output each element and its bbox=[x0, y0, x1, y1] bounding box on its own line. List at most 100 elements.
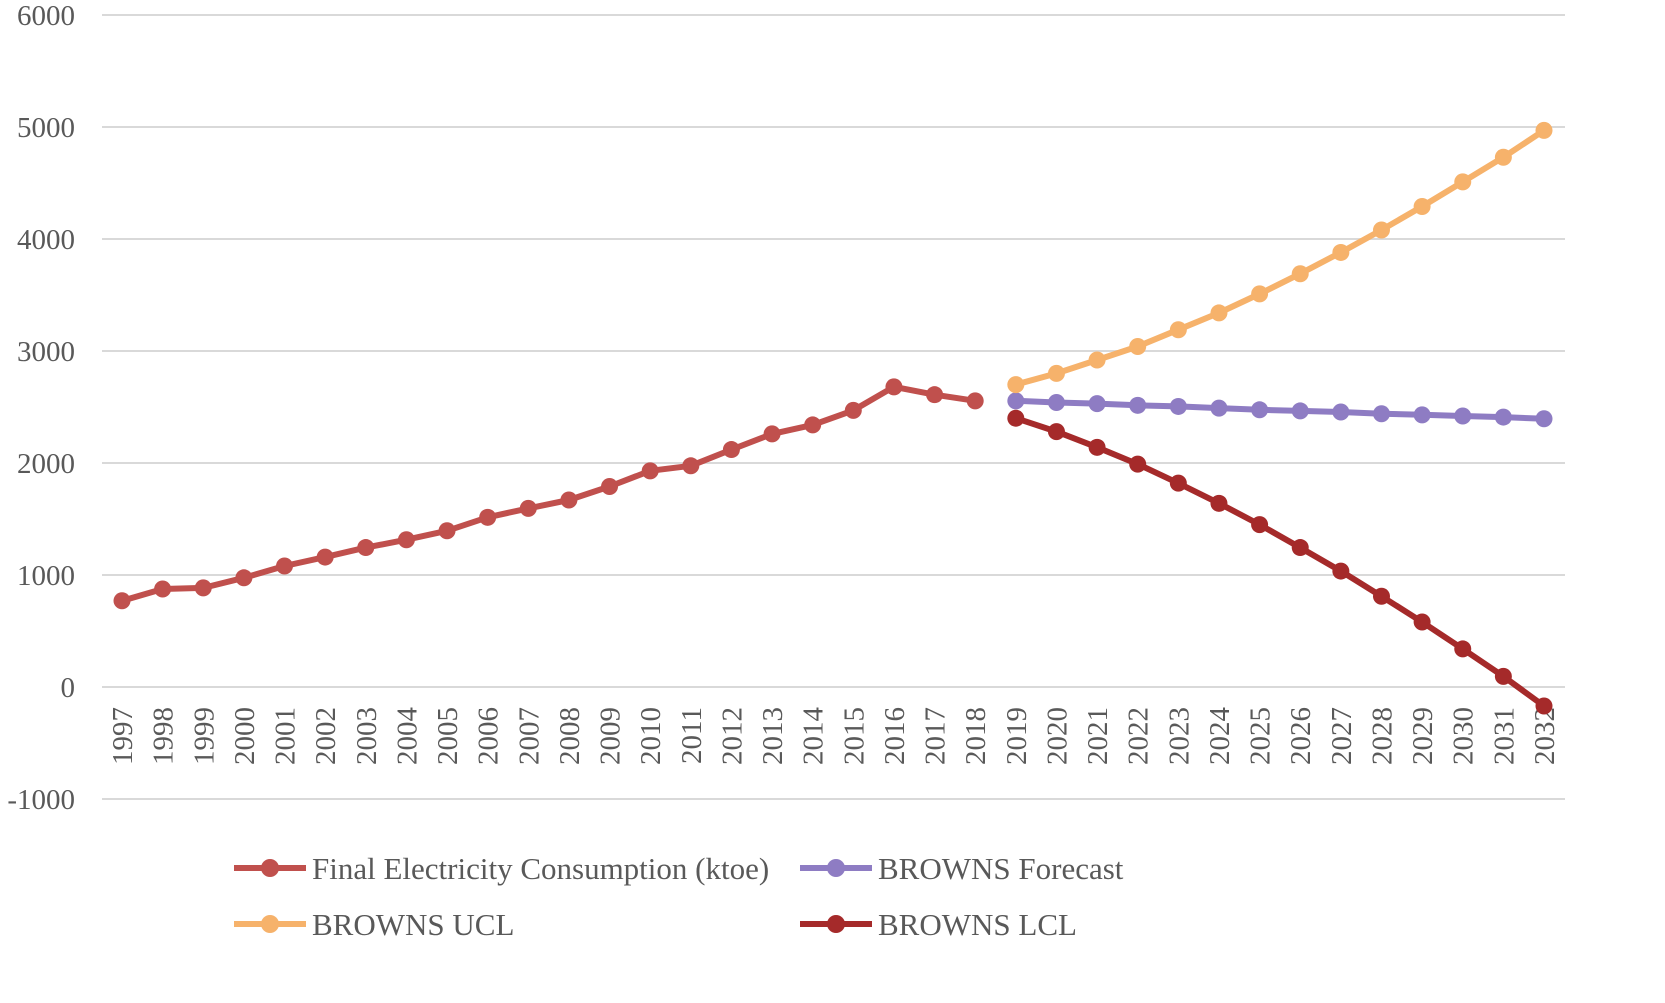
y-tick-label: 4000 bbox=[17, 224, 75, 256]
data-point bbox=[1129, 396, 1147, 414]
data-point bbox=[722, 441, 740, 459]
legend-item: BROWNS LCL bbox=[800, 907, 1077, 942]
series-3 bbox=[1007, 409, 1553, 715]
x-tick-label: 2000 bbox=[229, 707, 261, 765]
data-point bbox=[1372, 405, 1390, 423]
data-point bbox=[804, 416, 822, 434]
x-tick-label: 2003 bbox=[351, 707, 383, 765]
data-point bbox=[1291, 539, 1309, 557]
data-point bbox=[1088, 351, 1106, 369]
legend-label: BROWNS LCL bbox=[878, 907, 1077, 942]
data-point bbox=[1210, 304, 1228, 322]
x-tick-label: 1997 bbox=[107, 707, 139, 765]
data-point bbox=[1129, 455, 1147, 473]
data-point bbox=[154, 580, 172, 598]
x-tick-label: 2022 bbox=[1123, 707, 1155, 765]
data-point bbox=[763, 425, 781, 443]
x-tick-label: 2030 bbox=[1448, 707, 1480, 765]
series-lines bbox=[113, 121, 1553, 715]
data-point bbox=[1210, 399, 1228, 417]
x-tick-label: 2004 bbox=[391, 707, 423, 766]
x-tick-label: 2018 bbox=[960, 707, 992, 765]
data-point bbox=[1291, 265, 1309, 283]
x-tick-label: 2024 bbox=[1204, 707, 1236, 766]
y-tick-label: 2000 bbox=[17, 448, 75, 480]
data-point bbox=[1535, 410, 1553, 428]
data-point bbox=[1210, 494, 1228, 512]
data-point bbox=[113, 592, 131, 610]
data-point bbox=[641, 462, 659, 480]
data-point bbox=[1372, 221, 1390, 239]
x-tick-label: 2025 bbox=[1245, 707, 1277, 765]
data-point bbox=[1494, 408, 1512, 426]
data-point bbox=[1494, 148, 1512, 166]
x-tick-label: 2019 bbox=[1001, 707, 1033, 765]
data-point bbox=[438, 522, 456, 540]
x-tick-label: 2006 bbox=[473, 707, 505, 765]
data-point bbox=[844, 401, 862, 419]
data-point bbox=[1169, 321, 1187, 339]
data-point bbox=[479, 508, 497, 526]
data-point bbox=[1251, 516, 1269, 534]
data-point bbox=[1088, 438, 1106, 456]
legend-label: Final Electricity Consumption (ktoe) bbox=[312, 851, 769, 886]
y-tick-label: 3000 bbox=[17, 336, 75, 368]
series-line bbox=[1014, 415, 1546, 709]
legend-label: BROWNS Forecast bbox=[878, 851, 1124, 886]
data-point bbox=[1332, 403, 1350, 421]
series-2 bbox=[1007, 121, 1553, 394]
data-point bbox=[1291, 402, 1309, 420]
legend-marker bbox=[261, 915, 279, 933]
x-tick-label: 2032 bbox=[1529, 707, 1561, 765]
data-point bbox=[1169, 474, 1187, 492]
x-tick-label: 2005 bbox=[432, 707, 464, 765]
data-point bbox=[1535, 697, 1553, 715]
legend-label: BROWNS UCL bbox=[312, 907, 514, 942]
x-tick-label: 2015 bbox=[838, 707, 870, 765]
x-tick-label: 2016 bbox=[879, 707, 911, 765]
data-point bbox=[1454, 640, 1472, 658]
x-tick-label: 2001 bbox=[270, 707, 302, 765]
data-point bbox=[1088, 395, 1106, 413]
y-axis-tick-labels: -1000 0 1000 2000 3000 4000 5000 6000 bbox=[7, 0, 75, 816]
data-point bbox=[1535, 121, 1553, 139]
data-point bbox=[1251, 401, 1269, 419]
x-tick-label: 2020 bbox=[1041, 707, 1073, 765]
x-tick-label: 2008 bbox=[554, 707, 586, 765]
legend-item: BROWNS UCL bbox=[234, 907, 514, 942]
x-tick-label: 2007 bbox=[513, 707, 545, 765]
gridlines bbox=[102, 14, 1565, 800]
data-point bbox=[1332, 562, 1350, 580]
data-point bbox=[1494, 667, 1512, 685]
data-point bbox=[1007, 392, 1025, 410]
legend-marker bbox=[261, 859, 279, 877]
x-tick-label: 2026 bbox=[1285, 707, 1317, 765]
data-point bbox=[1413, 198, 1431, 216]
x-tick-label: 2012 bbox=[716, 707, 748, 765]
x-tick-label: 2028 bbox=[1366, 707, 1398, 765]
x-tick-label: 2021 bbox=[1082, 707, 1114, 765]
data-point bbox=[1007, 409, 1025, 427]
data-point bbox=[1007, 376, 1025, 394]
legend-marker bbox=[827, 859, 845, 877]
data-point bbox=[1047, 394, 1065, 412]
y-tick-label: 0 bbox=[61, 672, 76, 704]
data-point bbox=[1251, 285, 1269, 303]
data-point bbox=[1047, 423, 1065, 441]
data-point bbox=[1372, 587, 1390, 605]
x-axis-tick-labels: 1997 1998 1999 2000 2001 2002 2003 2004 2005 2006… bbox=[107, 707, 1561, 766]
y-tick-label: 6000 bbox=[17, 0, 75, 32]
data-point bbox=[1047, 364, 1065, 382]
data-point bbox=[1454, 173, 1472, 191]
x-tick-label: 2002 bbox=[310, 707, 342, 765]
data-point bbox=[926, 386, 944, 404]
series-0 bbox=[113, 378, 984, 610]
data-point bbox=[1129, 338, 1147, 356]
data-point bbox=[357, 539, 375, 557]
y-tick-label: 1000 bbox=[17, 560, 75, 592]
x-tick-label: 2009 bbox=[595, 707, 627, 765]
data-point bbox=[966, 392, 984, 410]
legend-item: BROWNS Forecast bbox=[800, 851, 1124, 886]
y-tick-label: 5000 bbox=[17, 112, 75, 144]
